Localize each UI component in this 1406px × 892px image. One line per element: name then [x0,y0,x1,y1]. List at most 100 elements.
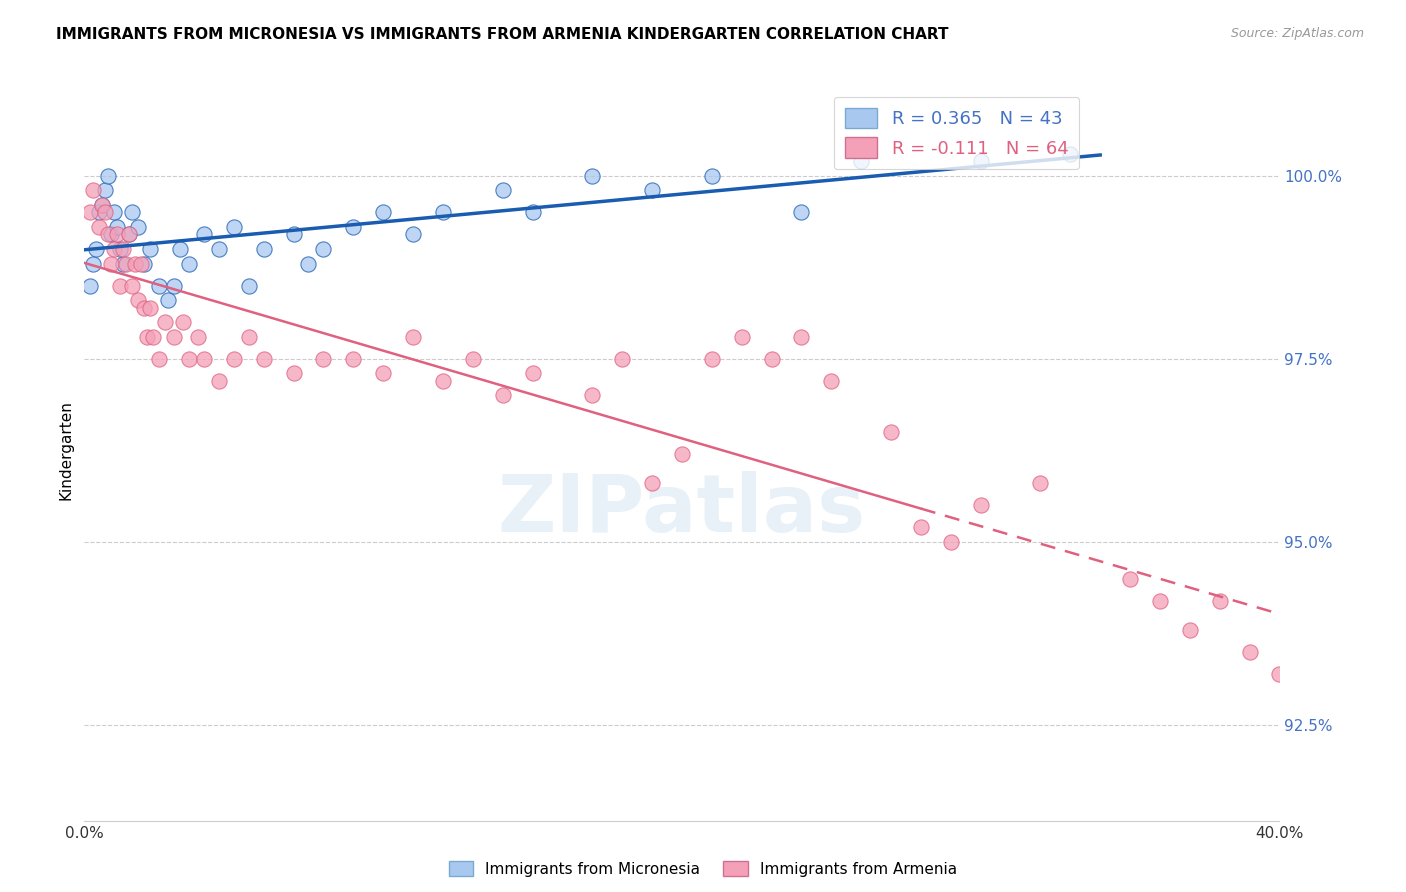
Point [136,330,159,344]
Point [492,388,515,402]
Point [112,256,135,270]
Point [89,205,111,219]
Point [163,278,186,293]
Point [118,227,141,242]
Point [1029,476,1052,491]
Point [127,293,149,308]
Point [100,227,122,242]
Point [105,219,128,234]
Point [222,219,245,234]
Point [82,256,104,270]
Point [910,520,932,534]
Point [177,351,200,366]
Point [1268,667,1291,681]
Point [208,374,231,388]
Point [127,219,149,234]
Point [492,183,515,197]
Text: ZIPatlas: ZIPatlas [498,471,866,549]
Y-axis label: Kindergarten: Kindergarten [58,401,73,500]
Point [139,301,162,315]
Point [1178,623,1201,637]
Point [94,205,117,219]
Text: Source: ZipAtlas.com: Source: ZipAtlas.com [1230,27,1364,40]
Point [1239,645,1261,659]
Point [790,330,813,344]
Point [148,278,170,293]
Point [671,447,693,461]
Point [208,242,231,256]
Point [1149,593,1171,607]
Point [110,278,132,293]
Point [100,256,122,270]
Point [851,153,873,168]
Point [142,330,165,344]
Point [461,351,484,366]
Point [105,227,128,242]
Point [522,205,544,219]
Point [283,367,305,381]
Point [91,198,114,212]
Point [402,330,425,344]
Point [129,256,152,270]
Point [731,330,754,344]
Point [253,351,276,366]
Point [79,278,101,293]
Point [97,169,120,183]
Point [939,535,962,549]
Point [970,153,993,168]
Point [790,205,813,219]
Point [103,205,125,219]
Point [312,242,335,256]
Point [1298,697,1320,711]
Point [172,315,194,329]
Point [157,293,180,308]
Point [193,351,215,366]
Point [163,330,186,344]
Point [880,425,903,439]
Point [432,374,454,388]
Point [432,205,454,219]
Point [177,256,200,270]
Point [82,183,104,197]
Point [193,227,215,242]
Point [342,351,364,366]
Point [112,242,135,256]
Point [581,169,603,183]
Point [342,219,364,234]
Point [187,330,209,344]
Point [97,227,120,242]
Point [91,198,114,212]
Point [297,256,319,270]
Point [1119,572,1142,586]
Point [970,499,993,513]
Point [581,388,603,402]
Point [121,278,143,293]
Point [238,278,260,293]
Point [169,242,191,256]
Point [89,219,111,234]
Point [522,367,544,381]
Point [761,351,783,366]
Legend: R = 0.365   N = 43, R = -0.111   N = 64: R = 0.365 N = 43, R = -0.111 N = 64 [834,96,1080,169]
Point [612,351,634,366]
Point [283,227,305,242]
Point [641,476,664,491]
Point [124,256,146,270]
Point [373,367,395,381]
Point [402,227,425,242]
Point [238,330,260,344]
Point [110,242,132,256]
Point [153,315,176,329]
Point [700,169,723,183]
Point [373,205,395,219]
Point [820,374,842,388]
Point [103,242,125,256]
Point [139,242,162,256]
Point [700,351,723,366]
Point [253,242,276,256]
Point [118,227,141,242]
Point [94,183,117,197]
Point [1329,645,1351,659]
Point [1209,593,1232,607]
Point [222,351,245,366]
